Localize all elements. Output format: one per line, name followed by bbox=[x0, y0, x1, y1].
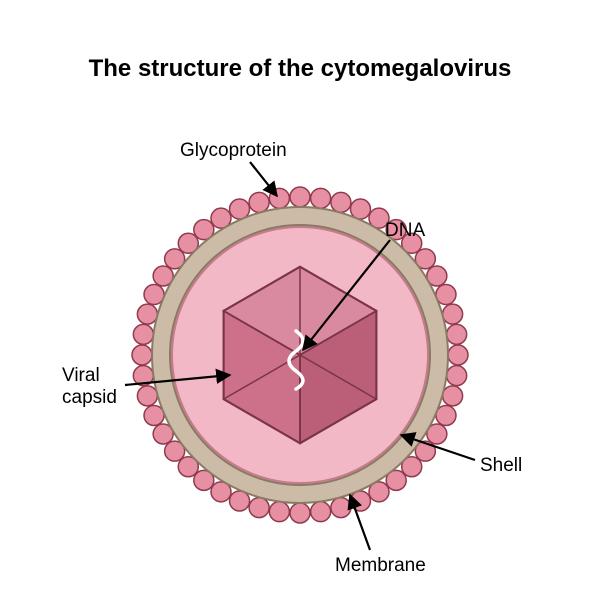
label-shell: Shell bbox=[480, 455, 522, 477]
label-glycoprotein: Glycoprotein bbox=[180, 140, 287, 162]
page-title: The structure of the cytomegalovirus bbox=[0, 55, 600, 83]
label-membrane: Membrane bbox=[335, 555, 426, 577]
label-dna: DNA bbox=[385, 220, 425, 242]
label-viral-capsid: Viral capsid bbox=[62, 365, 117, 409]
virus-scene bbox=[0, 0, 600, 600]
diagram-canvas: The structure of the cytomegalovirus Gly… bbox=[0, 0, 600, 600]
